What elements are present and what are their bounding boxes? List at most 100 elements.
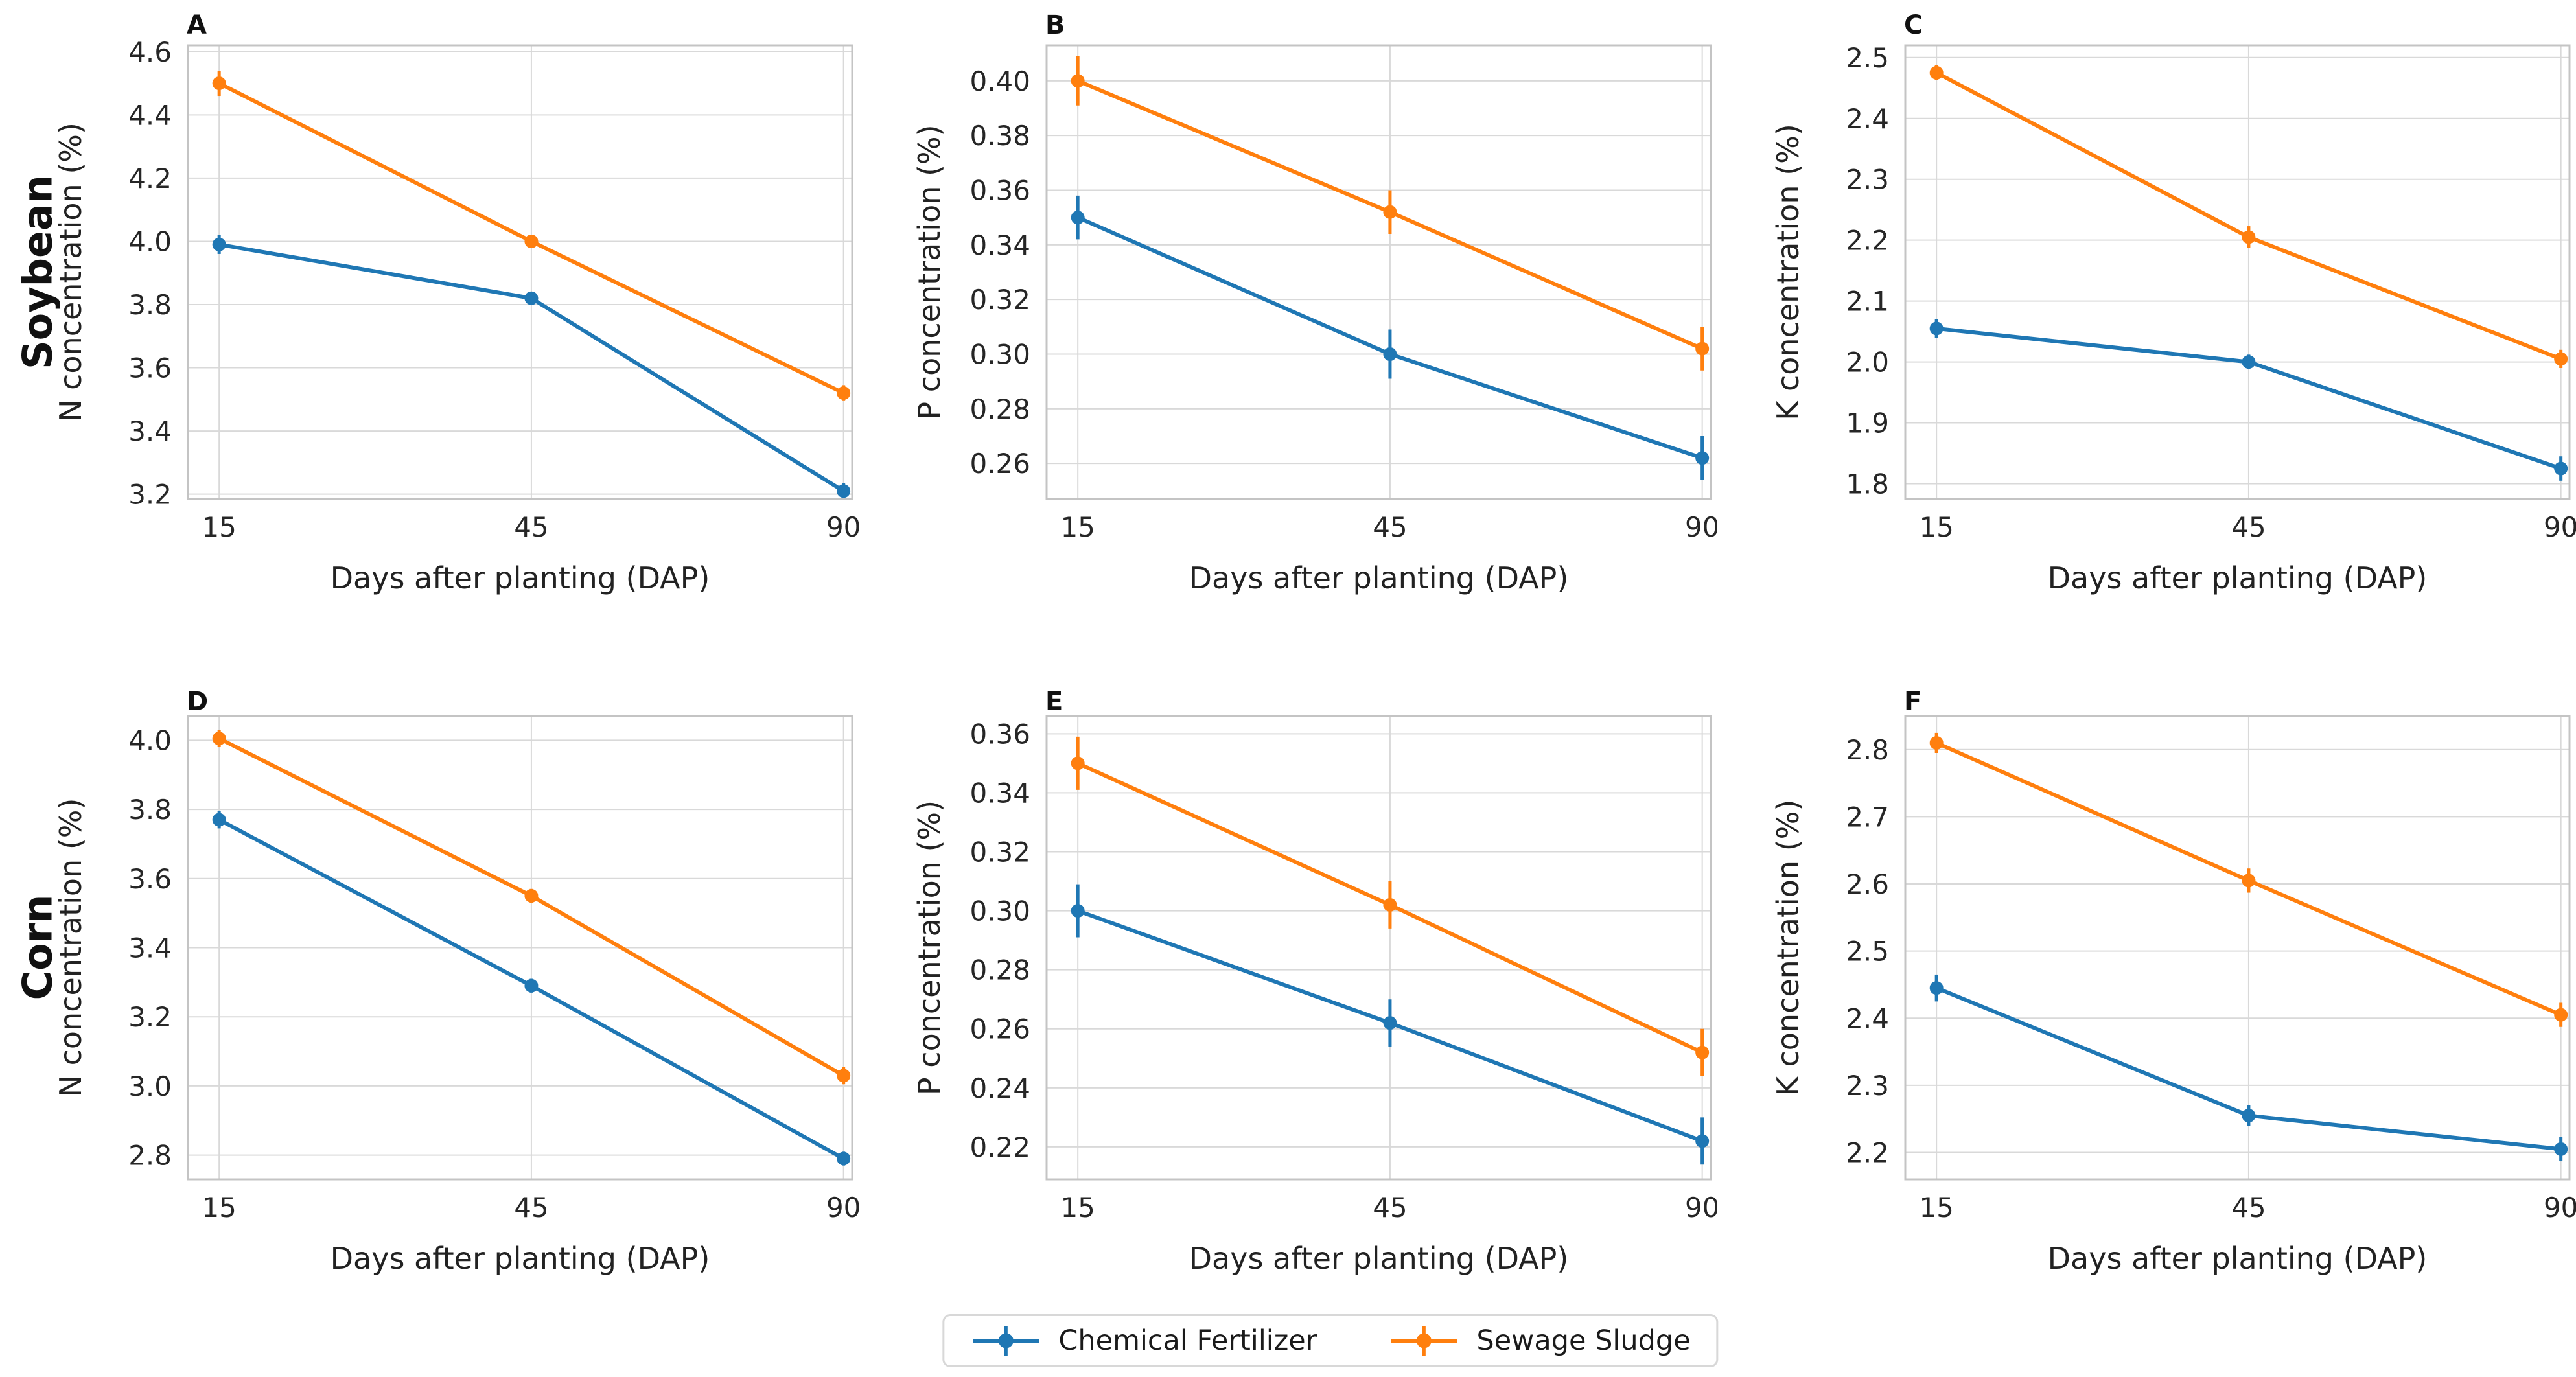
- y-axis-label: N concentration (%): [53, 798, 88, 1098]
- y-tick-label: 2.4: [1846, 103, 1889, 135]
- x-tick-label: 15: [202, 1192, 236, 1223]
- y-tick-label: 3.2: [128, 479, 172, 511]
- chart-panel-d: 2.8 3.0 3.2 3.4 3.6 3.8 4.0 15 45 90 Days after pl…: [53, 687, 861, 1276]
- panel-letter: C: [1904, 10, 1923, 40]
- y-tick-label: 2.1: [1846, 286, 1889, 318]
- x-tick-label: 45: [1373, 1192, 1407, 1223]
- errorbar-marker-icon: [970, 1321, 1041, 1360]
- y-tick-label: 4.6: [128, 36, 172, 68]
- x-tick-label: 45: [2231, 511, 2266, 543]
- chart-panel-b: 0.26 0.28 0.30 0.32 0.34 0.36 0.38 0.40 15 45 90 Da…: [912, 10, 1719, 596]
- y-tick-label: 3.8: [128, 289, 172, 321]
- y-tick-label: 2.4: [1846, 1002, 1889, 1034]
- panel-letter: B: [1045, 10, 1065, 40]
- y-tick-label: 0.32: [969, 836, 1030, 868]
- legend-label: Sewage Sludge: [1476, 1325, 1691, 1357]
- y-axis-label: P concentration (%): [912, 800, 947, 1095]
- y-tick-label: 2.5: [1846, 42, 1889, 74]
- x-tick-label: 15: [1919, 511, 1953, 543]
- y-tick-label: 0.34: [969, 229, 1030, 261]
- x-axis-label: Days after planting (DAP): [1189, 1241, 1569, 1276]
- y-tick-label: 0.36: [969, 174, 1030, 206]
- x-tick-label: 90: [1685, 511, 1717, 543]
- x-tick-label: 15: [1060, 1192, 1095, 1223]
- legend: Chemical Fertilizer Sewage Sludge: [942, 1314, 1719, 1367]
- y-tick-label: 0.34: [969, 777, 1030, 809]
- y-tick-label: 0.30: [969, 896, 1030, 927]
- panel-b-soybean-p: 0.26 0.28 0.30 0.32 0.34 0.36 0.38 0.40 15 45 90 Da…: [859, 0, 1719, 689]
- x-tick-label: 15: [202, 511, 236, 543]
- y-tick-label: 2.2: [1846, 1137, 1889, 1169]
- x-tick-label: 15: [1060, 511, 1095, 543]
- y-tick-label: 0.22: [969, 1131, 1030, 1163]
- row-label-corn: Corn: [14, 894, 62, 1001]
- x-tick-label: 45: [1373, 511, 1407, 543]
- y-tick-label: 0.38: [969, 120, 1030, 152]
- errorbar-marker-icon: [1388, 1321, 1459, 1360]
- y-tick-label: 4.0: [128, 724, 172, 756]
- x-tick-label: 90: [826, 511, 859, 543]
- y-tick-label: 1.9: [1846, 408, 1889, 439]
- y-tick-label: 2.6: [1846, 868, 1889, 900]
- y-axis-label: K concentration (%): [1770, 800, 1805, 1096]
- y-axis-label: K concentration (%): [1770, 124, 1805, 421]
- y-tick-label: 0.28: [969, 955, 1030, 986]
- legend-label: Chemical Fertilizer: [1058, 1325, 1317, 1357]
- y-tick-label: 0.24: [969, 1072, 1030, 1104]
- chart-panel-f: 2.2 2.3 2.4 2.5 2.6 2.7 2.8 15 45 90 Days after pl…: [1770, 687, 2576, 1276]
- x-tick-label: 45: [2231, 1192, 2266, 1223]
- panel-d-corn-n: 2.8 3.0 3.2 3.4 3.6 3.8 4.0 15 45 90 Days after pl…: [0, 687, 861, 1312]
- x-axis-label: Days after planting (DAP): [2048, 561, 2428, 596]
- panel-f-corn-k: 2.2 2.3 2.4 2.5 2.6 2.7 2.8 15 45 90 Days after pl…: [1717, 687, 2576, 1312]
- y-tick-label: 2.3: [1846, 1070, 1889, 1102]
- panel-letter: A: [187, 10, 207, 40]
- y-tick-label: 3.2: [128, 1001, 172, 1033]
- y-tick-label: 2.7: [1846, 801, 1889, 833]
- y-tick-label: 3.0: [128, 1070, 172, 1102]
- legend-item-sewage-sludge: Sewage Sludge: [1388, 1321, 1691, 1360]
- y-tick-label: 3.6: [128, 353, 172, 384]
- y-tick-label: 2.8: [1846, 734, 1889, 766]
- x-tick-label: 45: [514, 511, 548, 543]
- panel-e-corn-p: 0.22 0.24 0.26 0.28 0.30 0.32 0.34 0.36 15 45 90 Da…: [859, 687, 1719, 1312]
- y-tick-label: 0.36: [969, 718, 1030, 750]
- y-tick-label: 1.8: [1846, 469, 1889, 500]
- y-tick-label: 3.6: [128, 863, 172, 895]
- x-axis-label: Days after planting (DAP): [1189, 561, 1569, 596]
- panel-c-soybean-k: 1.8 1.9 2.0 2.1 2.2 2.3 2.4 2.5 15 45 90 Days after…: [1717, 0, 2576, 689]
- panel-a-soybean-n: 3.2 3.4 3.6 3.8 4.0 4.2 4.4 4.6 15 45 90 Days after…: [0, 0, 861, 689]
- y-tick-label: 3.4: [128, 932, 172, 964]
- panel-letter: E: [1045, 687, 1063, 717]
- panel-letter: D: [187, 687, 208, 717]
- y-tick-label: 0.28: [969, 393, 1030, 425]
- x-tick-label: 90: [2544, 511, 2576, 543]
- y-tick-label: 4.0: [128, 226, 172, 257]
- y-tick-label: 0.40: [969, 65, 1030, 97]
- y-tick-label: 2.0: [1846, 347, 1889, 378]
- y-tick-label: 0.26: [969, 1013, 1030, 1045]
- row-soybean: 3.2 3.4 3.6 3.8 4.0 4.2 4.4 4.6 15 45 90 Days after…: [0, 0, 2576, 687]
- y-tick-label: 2.5: [1846, 936, 1889, 967]
- chart-panel-e: 0.22 0.24 0.26 0.28 0.30 0.32 0.34 0.36 15 45 90 Da…: [912, 687, 1719, 1276]
- y-tick-label: 4.2: [128, 163, 172, 194]
- y-tick-label: 2.8: [128, 1140, 172, 1172]
- y-tick-label: 4.4: [128, 99, 172, 131]
- y-tick-label: 3.4: [128, 415, 172, 447]
- x-axis-label: Days after planting (DAP): [2048, 1241, 2428, 1276]
- x-tick-label: 15: [1919, 1192, 1953, 1223]
- y-axis-label: P concentration (%): [912, 124, 947, 419]
- chart-panel-a: 3.2 3.4 3.6 3.8 4.0 4.2 4.4 4.6 15 45 90 Days after…: [53, 10, 861, 596]
- y-tick-label: 2.3: [1846, 164, 1889, 196]
- y-tick-label: 0.30: [969, 339, 1030, 371]
- chart-panel-c: 1.8 1.9 2.0 2.1 2.2 2.3 2.4 2.5 15 45 90 Days after…: [1770, 10, 2576, 596]
- x-tick-label: 90: [2544, 1192, 2576, 1223]
- x-tick-label: 90: [1685, 1192, 1717, 1223]
- y-tick-label: 0.26: [969, 448, 1030, 480]
- row-label-soybean: Soybean: [14, 174, 62, 370]
- legend-item-chemical-fertilizer: Chemical Fertilizer: [970, 1321, 1317, 1360]
- row-corn: 2.8 3.0 3.2 3.4 3.6 3.8 4.0 15 45 90 Days after pl…: [0, 687, 2576, 1309]
- y-axis-label: N concentration (%): [53, 122, 88, 422]
- x-tick-label: 90: [826, 1192, 859, 1223]
- x-axis-label: Days after planting (DAP): [331, 561, 710, 596]
